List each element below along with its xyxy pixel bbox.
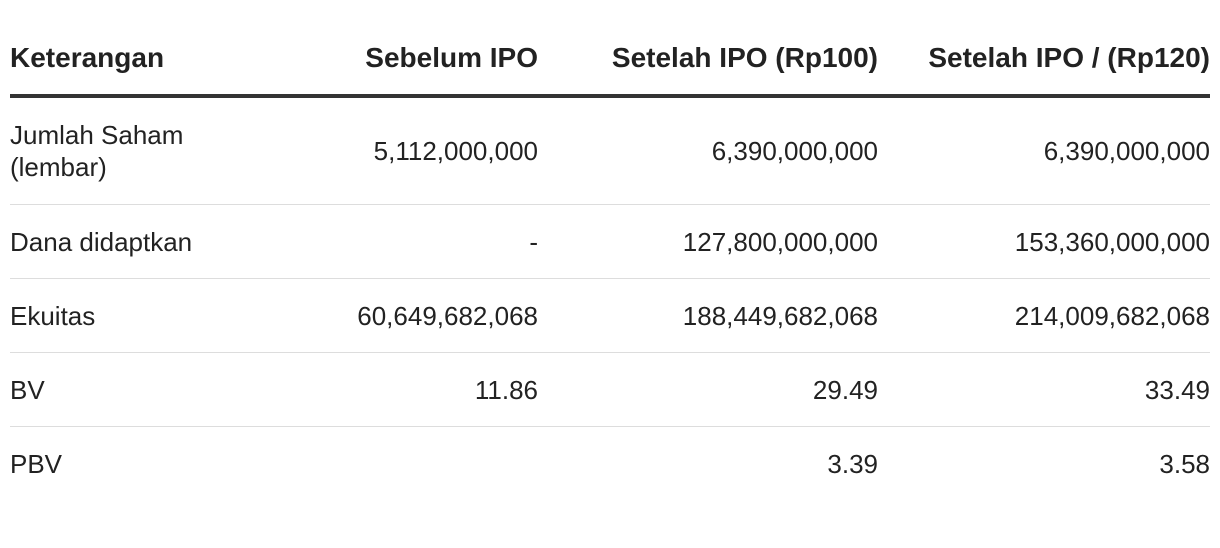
cell-sebelum-ipo bbox=[210, 427, 538, 501]
cell-sebelum-ipo: 60,649,682,068 bbox=[210, 278, 538, 353]
cell-label: Jumlah Saham (lembar) bbox=[10, 96, 210, 205]
ipo-comparison-table: Keterangan Sebelum IPO Setelah IPO (Rp10… bbox=[10, 40, 1210, 500]
cell-sebelum-ipo: - bbox=[210, 204, 538, 279]
cell-label: BV bbox=[10, 352, 210, 427]
header-row: Keterangan Sebelum IPO Setelah IPO (Rp10… bbox=[10, 40, 1210, 98]
header-keterangan: Keterangan bbox=[10, 40, 210, 98]
table-row-ekuitas: Ekuitas 60,649,682,068 188,449,682,068 2… bbox=[10, 278, 1210, 353]
cell-label: Ekuitas bbox=[10, 278, 210, 353]
table-header: Keterangan Sebelum IPO Setelah IPO (Rp10… bbox=[10, 40, 1210, 98]
cell-setelah-ipo-rp100: 6,390,000,000 bbox=[538, 96, 878, 205]
cell-setelah-ipo-rp100: 29.49 bbox=[538, 352, 878, 427]
table-row-bv: BV 11.86 29.49 33.49 bbox=[10, 352, 1210, 427]
header-sebelum-ipo: Sebelum IPO bbox=[210, 40, 538, 98]
table-body: Jumlah Saham (lembar) 5,112,000,000 6,39… bbox=[10, 96, 1210, 500]
table-row-jumlah-saham: Jumlah Saham (lembar) 5,112,000,000 6,39… bbox=[10, 96, 1210, 205]
ipo-comparison-table-container: Keterangan Sebelum IPO Setelah IPO (Rp10… bbox=[10, 40, 1210, 500]
cell-setelah-ipo-rp120: 214,009,682,068 bbox=[878, 278, 1210, 353]
cell-setelah-ipo-rp100: 188,449,682,068 bbox=[538, 278, 878, 353]
header-setelah-ipo-rp120: Setelah IPO / (Rp120) bbox=[878, 40, 1210, 98]
cell-setelah-ipo-rp120: 153,360,000,000 bbox=[878, 204, 1210, 279]
header-setelah-ipo-rp100: Setelah IPO (Rp100) bbox=[538, 40, 878, 98]
cell-setelah-ipo-rp120: 6,390,000,000 bbox=[878, 96, 1210, 205]
table-row-pbv: PBV 3.39 3.58 bbox=[10, 427, 1210, 501]
cell-sebelum-ipo: 5,112,000,000 bbox=[210, 96, 538, 205]
table-row-dana-didaptkan: Dana didaptkan - 127,800,000,000 153,360… bbox=[10, 204, 1210, 279]
cell-setelah-ipo-rp120: 33.49 bbox=[878, 352, 1210, 427]
cell-setelah-ipo-rp100: 3.39 bbox=[827, 448, 878, 479]
cell-label: Dana didaptkan bbox=[10, 204, 210, 279]
cell-sebelum-ipo: 11.86 bbox=[210, 352, 538, 427]
cell-setelah-ipo-rp120: 3.58 bbox=[1159, 448, 1210, 479]
cell-label: PBV bbox=[10, 448, 63, 479]
cell-setelah-ipo-rp100: 127,800,000,000 bbox=[538, 204, 878, 279]
